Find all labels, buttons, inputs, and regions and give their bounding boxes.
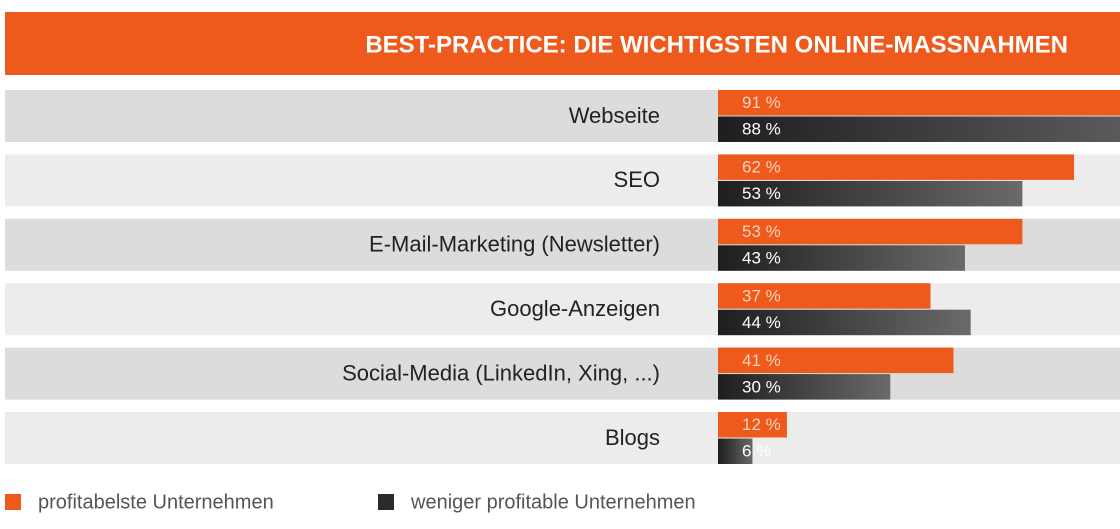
category-label: SEO <box>614 167 660 192</box>
bar <box>718 154 1075 180</box>
value-label: 12 % <box>742 415 781 434</box>
value-label: 53 % <box>742 222 781 241</box>
category-label: E-Mail-Marketing (Newsletter) <box>369 232 660 257</box>
rows: Webseite 91 % 88 % SEO 62 % 53 % E-Mail-Market… <box>5 90 1120 464</box>
category-label: Google-Anzeigen <box>490 296 660 321</box>
value-label: 53 % <box>742 184 781 203</box>
title-bar <box>5 12 1120 75</box>
value-label: 44 % <box>742 313 781 332</box>
bar <box>718 412 787 438</box>
legend-label: profitabelste Unternehmen <box>38 491 274 513</box>
value-label: 30 % <box>742 377 781 396</box>
legend: profitabelste Unternehmen weniger profita… <box>5 491 696 513</box>
value-label: 91 % <box>742 93 781 112</box>
value-label: 37 % <box>742 286 781 305</box>
legend-swatch <box>5 494 21 510</box>
bar <box>718 180 1023 207</box>
bar <box>718 245 965 271</box>
bar <box>718 90 1120 116</box>
category-label: Webseite <box>569 103 660 128</box>
value-label: 41 % <box>742 351 781 370</box>
bar <box>718 283 931 309</box>
chart-title: BEST-PRACTICE: DIE WICHTIGSTEN ONLINE-MA… <box>365 31 1068 58</box>
value-label: 62 % <box>742 158 781 177</box>
bar <box>718 438 753 464</box>
bar <box>718 374 891 400</box>
bar <box>718 347 954 374</box>
bar <box>718 218 1023 245</box>
category-label: Blogs <box>605 425 660 450</box>
bar <box>718 309 971 336</box>
value-label: 6 % <box>742 442 771 461</box>
row-band <box>5 412 1120 464</box>
legend-label: weniger profitable Unternehmen <box>410 491 696 513</box>
legend-swatch <box>378 494 394 510</box>
bar <box>718 116 1120 142</box>
category-label: Social-Media (LinkedIn, Xing, ...) <box>342 360 660 385</box>
value-label: 43 % <box>742 249 781 268</box>
value-label: 88 % <box>742 120 781 139</box>
